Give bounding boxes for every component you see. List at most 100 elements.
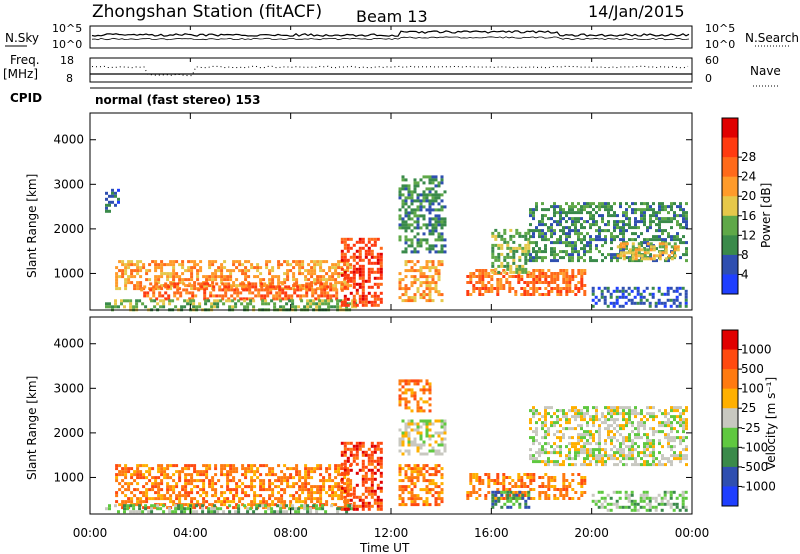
heat-cell [343,498,347,502]
heat-cell [416,503,420,507]
heat-cell [422,385,426,389]
heat-cell [684,304,688,308]
heat-cell [642,301,646,305]
heat-cell [565,269,569,272]
heat-cell [527,270,531,274]
heat-cell [268,272,272,276]
heat-cell [213,299,217,303]
heat-cell [625,424,628,428]
heat-cell [601,454,604,458]
heat-cell [577,412,580,416]
heat-cell [667,254,671,258]
heat-cell [404,208,408,212]
heat-cell [139,269,143,273]
heat-cell [367,249,371,253]
heat-cell [355,483,359,487]
heat-cell [601,421,604,425]
colorbar-swatch [722,176,738,197]
heat-cell [115,494,119,498]
heat-cell [136,272,140,276]
heat-cell [105,206,108,210]
heat-cell [208,260,212,264]
heat-cell [195,504,199,508]
heat-cell [520,278,524,281]
heat-cell [203,294,207,298]
heat-cell [571,473,575,476]
heat-cell [404,275,408,279]
heat-cell [401,452,405,456]
heat-cell [628,421,631,425]
heat-cell [361,285,365,289]
heat-cell [376,495,380,499]
heat-cell [283,503,287,507]
heat-cell [337,260,341,264]
heat-cell [272,285,276,289]
heat-cell [553,448,556,452]
heat-cell [196,275,200,279]
heat-cell [484,497,488,500]
heat-cell [496,488,500,491]
heat-cell [127,275,131,279]
heat-cell [169,500,173,504]
heat-cell [618,496,622,500]
heat-cell [265,260,269,264]
heat-cell [553,214,556,218]
heat-cell [562,409,565,413]
heat-cell [346,246,350,250]
heat-cell [535,457,538,461]
heat-cell [649,439,652,443]
heat-cell [481,281,485,284]
heat-cell [401,299,405,303]
heat-cell [682,226,685,230]
heat-cell [208,278,212,282]
heat-cell [425,287,429,291]
heat-cell [321,302,325,306]
heat-cell [664,229,667,233]
heat-cell [270,299,274,303]
heat-cell [145,491,149,495]
heat-cell [640,241,643,245]
heat-cell [648,292,652,296]
heat-cell [547,463,550,467]
heat-cell [304,278,308,282]
heat-cell [335,288,339,292]
heat-cell [416,431,420,435]
heat-cell [634,217,637,221]
heat-cell [640,248,644,252]
heat-cell [361,291,365,295]
heat-cell [214,278,218,282]
heat-cell [260,297,264,301]
heat-cell [416,184,420,188]
heat-cell [398,284,402,288]
heat-cell [595,223,598,227]
heat-cell [512,493,516,497]
heat-cell [646,205,649,209]
heat-cell [361,492,365,496]
heat-cell [422,422,426,426]
heat-cell [550,272,554,275]
heat-cell [577,272,581,275]
heat-cell [652,415,655,419]
heat-cell [568,287,572,290]
heat-cell [541,451,544,455]
heat-cell [562,427,565,431]
heat-cell [180,510,184,514]
heat-cell [434,503,438,507]
heat-cell [631,202,634,206]
heat-cell [319,485,323,489]
heat-cell [538,412,541,416]
heat-cell [416,244,420,248]
heat-cell [425,199,429,203]
heat-cell [330,305,334,309]
heat-cell [535,205,538,209]
heat-cell [370,492,374,496]
heat-cell [407,467,411,471]
heat-cell [655,238,658,242]
heat-cell [434,269,438,273]
heat-cell [586,448,589,452]
heat-cell [431,446,435,450]
heat-cell [141,510,145,514]
heat-cell [127,281,131,285]
heat-cell [307,269,311,273]
heat-cell [553,272,557,275]
